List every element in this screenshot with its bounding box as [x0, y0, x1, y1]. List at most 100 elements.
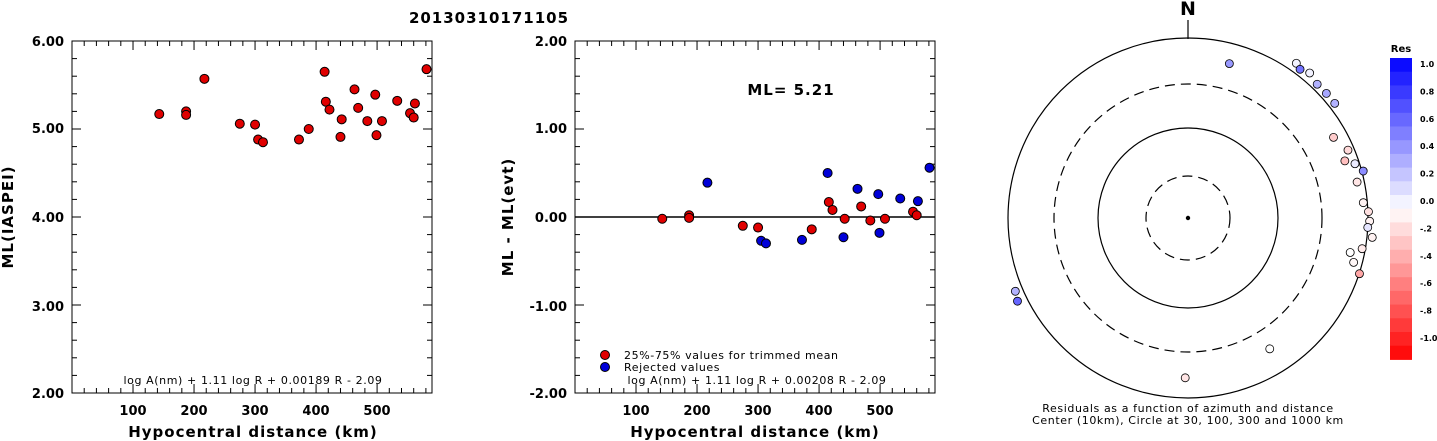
data-point: [336, 114, 347, 125]
colorbar-label: 0.6: [1420, 115, 1435, 124]
data-point: [806, 224, 817, 235]
data-point: [838, 232, 849, 243]
data-point: [408, 112, 419, 123]
data-point: [924, 162, 935, 173]
data-point: [293, 134, 304, 145]
ml-value-text: ML= 5.21: [747, 81, 834, 99]
ring-100km: [1097, 127, 1279, 309]
residual-point: [1224, 59, 1234, 69]
data-point: [234, 118, 245, 129]
data-point: [349, 84, 360, 95]
colorbar-cell: [1390, 290, 1412, 306]
residual-point: [1329, 132, 1338, 142]
left-x-axis-label: Hypocentral distance (km): [128, 423, 378, 441]
data-point: [912, 196, 923, 207]
left-x-tick-label: 100: [119, 404, 146, 419]
data-point: [257, 137, 268, 148]
data-point: [370, 89, 381, 100]
data-point: [873, 189, 884, 200]
middle-legend: 25%-75% values for trimmed mean Rejected…: [600, 349, 839, 374]
data-point: [320, 96, 331, 107]
data-point: [657, 213, 668, 224]
residual-point: [1010, 286, 1020, 296]
ring-30km: [1145, 175, 1231, 261]
colorbar-cell: [1390, 153, 1412, 169]
residual-point: [1363, 223, 1373, 232]
colorbar-cell: [1390, 126, 1412, 141]
data-point: [827, 204, 838, 215]
data-point: [911, 210, 922, 221]
middle-x-tick-labels: 100 200 300 400 500: [622, 404, 893, 419]
left-y-tick-label: 6.00: [32, 35, 64, 50]
residual-point: [1350, 159, 1360, 169]
middle-x-tick-label: 200: [683, 404, 710, 419]
residual-point: [1357, 244, 1367, 254]
middle-x-tick-label: 100: [622, 404, 649, 419]
ring-300km: [1053, 83, 1323, 353]
data-point: [839, 213, 850, 224]
data-point: [199, 73, 210, 84]
residual-point: [1265, 344, 1275, 354]
data-point: [421, 64, 432, 75]
polar-caption-line1: Residuals as a function of azimuth and d…: [1042, 402, 1333, 415]
data-point: [319, 66, 330, 77]
left-plot: 6.00 5.00 4.00 3.00 2.00 100 200 300 400…: [0, 35, 433, 441]
legend-label-rejected: Rejected values: [624, 361, 720, 374]
colorbar-title: Res: [1391, 44, 1411, 55]
colorbar-cell: [1390, 195, 1412, 210]
colorbar-cell: [1390, 236, 1412, 251]
data-point: [353, 102, 364, 113]
left-tick-marks: [72, 41, 432, 393]
left-y-tick-label: 2.00: [32, 387, 64, 402]
figure-title: 20130310171105: [409, 9, 569, 27]
residual-point: [1330, 98, 1340, 108]
colorbar-cell: [1390, 140, 1412, 155]
colorbar-label: 0.4: [1420, 142, 1435, 151]
colorbar-cell: [1390, 181, 1412, 196]
colorbar-cell: [1390, 263, 1412, 278]
data-point: [895, 193, 906, 204]
data-point: [874, 227, 885, 238]
data-point: [376, 116, 387, 127]
data-point: [737, 220, 748, 231]
data-point: [879, 213, 890, 224]
residual-point: [1364, 207, 1373, 217]
middle-y-tick-label: 1.00: [535, 122, 567, 137]
colorbar-cell: [1390, 277, 1412, 292]
data-point: [303, 124, 314, 134]
left-y-tick-label: 5.00: [32, 122, 64, 137]
legend-marker-trimmed: [600, 350, 610, 360]
residual-point: [1295, 64, 1305, 74]
legend-marker-rejected: [600, 362, 610, 372]
data-point: [684, 212, 695, 223]
residual-point: [1180, 373, 1190, 383]
colorbar-label: 1.0: [1420, 60, 1435, 69]
colorbar-cell: [1390, 71, 1412, 86]
data-point: [371, 130, 382, 141]
colorbar: Res 1.0 0.8 0.6 0.4 0.2 0.0 -.2 -.4 -.6 -.8 -1.0: [1390, 44, 1437, 360]
middle-tick-marks: [575, 41, 935, 393]
left-y-tick-label: 3.00: [32, 300, 64, 315]
legend-label-trimmed: 25%-75% values for trimmed mean: [624, 349, 839, 362]
residual-point: [1349, 257, 1359, 267]
left-data-points: [154, 64, 432, 148]
colorbar-label: -1.0: [1420, 334, 1437, 343]
colorbar-labels: 1.0 0.8 0.6 0.4 0.2 0.0 -.2 -.4 -.6 -.8 -1.0: [1420, 60, 1437, 343]
middle-y-tick-labels: 2.00 1.00 0.00 -1.00 -2.00: [530, 35, 567, 402]
colorbar-label: -.8: [1420, 307, 1432, 316]
left-y-axis-label: ML(IASPEI): [0, 165, 17, 268]
residual-point: [1352, 177, 1362, 187]
data-point: [335, 131, 346, 142]
residual-point: [1340, 156, 1350, 166]
colorbar-cell: [1390, 332, 1412, 347]
colorbar-label: 0.2: [1420, 170, 1434, 179]
residual-point: [1343, 145, 1353, 155]
data-point: [324, 104, 335, 115]
left-x-tick-label: 300: [241, 404, 268, 419]
residual-point: [1321, 89, 1331, 98]
residual-point: [1358, 166, 1368, 176]
left-x-tick-labels: 100 200 300 400 500: [119, 404, 390, 419]
data-point: [865, 215, 876, 226]
data-point: [796, 234, 807, 245]
